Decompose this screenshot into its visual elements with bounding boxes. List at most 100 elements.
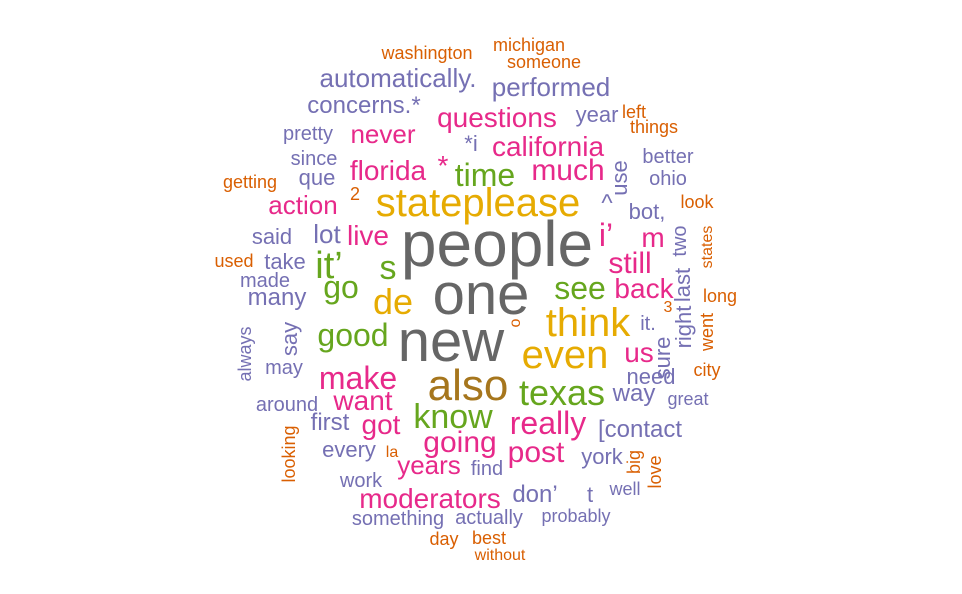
word-17: much: [531, 154, 604, 187]
word-93: went: [697, 313, 717, 352]
word-77: something: [352, 508, 444, 530]
word-26: back: [614, 273, 674, 304]
word-19: questions: [437, 102, 557, 133]
word-14: go: [323, 269, 359, 305]
word-52: lot: [313, 219, 341, 249]
word-58: right: [671, 306, 696, 349]
word-64: around: [256, 394, 318, 416]
word-37: moderators: [359, 483, 501, 514]
word-101: without: [474, 547, 526, 564]
word-79: probably: [541, 506, 610, 526]
word-99: day: [429, 529, 458, 549]
word-38: automatically.: [319, 63, 476, 93]
word-88: states: [699, 226, 716, 269]
word-32: really: [510, 405, 586, 441]
word-80: washington: [380, 43, 472, 63]
word-20: florida: [350, 155, 427, 186]
word-67: great: [667, 389, 708, 409]
word-86: 2: [350, 184, 360, 204]
word-51: said: [252, 224, 292, 249]
word-9: texas: [519, 372, 605, 413]
word-69: [contact: [598, 416, 682, 443]
word-50: bot,: [629, 199, 666, 224]
word-57: last: [670, 268, 695, 302]
word-97: big: [624, 450, 644, 474]
word-2: one: [433, 262, 530, 327]
word-45: *i: [464, 131, 477, 156]
word-76: well: [608, 479, 640, 499]
word-7: even: [522, 333, 609, 377]
word-27: i’: [599, 217, 613, 253]
word-59: sure: [650, 337, 675, 380]
word-23: live: [347, 220, 389, 251]
word-73: work: [339, 470, 383, 492]
word-100: best: [472, 528, 506, 548]
word-48: use: [607, 160, 632, 195]
word-8: de: [373, 281, 413, 322]
word-63: may: [265, 357, 303, 379]
word-74: don’: [512, 481, 557, 508]
word-13: s: [380, 249, 397, 287]
word-55: many: [248, 284, 307, 311]
word-1: people: [401, 208, 593, 280]
word-12: it’: [315, 245, 342, 287]
word-6: think: [546, 301, 631, 345]
word-72: york: [581, 444, 624, 469]
word-41: pretty: [283, 123, 333, 145]
word-54: made: [240, 270, 290, 292]
word-84: things: [630, 117, 678, 137]
word-5: stateplease: [376, 181, 581, 225]
word-11: time: [455, 157, 515, 193]
word-62: always: [235, 326, 255, 381]
word-29: make: [319, 360, 397, 396]
word-78: actually: [455, 507, 523, 529]
word-81: michigan: [493, 35, 565, 55]
word-95: looking: [279, 425, 299, 482]
word-70: every: [322, 437, 376, 462]
word-53: take: [264, 249, 306, 274]
word-49: ^: [601, 190, 613, 217]
word-43: que: [299, 165, 336, 190]
word-82: someone: [507, 52, 581, 72]
word-4: also: [428, 361, 509, 410]
word-28: m: [641, 222, 664, 253]
word-89: used: [214, 251, 253, 271]
word-96: la: [386, 444, 399, 461]
word-87: look: [680, 192, 714, 212]
word-30: want: [332, 385, 392, 416]
word-71: find: [471, 458, 503, 480]
word-56: two: [669, 225, 691, 256]
word-40: concerns.*: [307, 92, 420, 119]
word-66: way: [612, 380, 656, 407]
word-92: o: [507, 318, 524, 327]
word-3: new: [398, 309, 506, 374]
word-22: never: [350, 119, 415, 149]
word-98: love: [645, 455, 665, 488]
word-39: performed: [492, 72, 611, 102]
word-44: year: [576, 102, 619, 127]
word-15: good: [317, 317, 388, 353]
word-16: see: [554, 270, 606, 306]
word-35: got: [362, 409, 401, 440]
word-47: ohio: [649, 168, 687, 190]
word-94: city: [694, 360, 721, 380]
word-61: say: [277, 322, 302, 356]
word-31: us: [624, 337, 654, 368]
word-83: left: [622, 102, 646, 122]
word-65: need: [627, 364, 676, 389]
word-24: action: [268, 190, 337, 220]
word-46: better: [642, 146, 693, 168]
word-42: since: [291, 148, 338, 170]
word-90: long: [703, 286, 737, 306]
word-68: first: [311, 409, 350, 436]
word-36: years: [397, 450, 461, 480]
word-18: california: [492, 131, 604, 162]
word-33: going: [423, 426, 496, 459]
word-75: t: [587, 482, 593, 507]
word-85: getting: [223, 172, 277, 192]
word-34: post: [508, 436, 565, 469]
word-91: 3: [664, 299, 673, 316]
word-21: *: [438, 150, 449, 181]
